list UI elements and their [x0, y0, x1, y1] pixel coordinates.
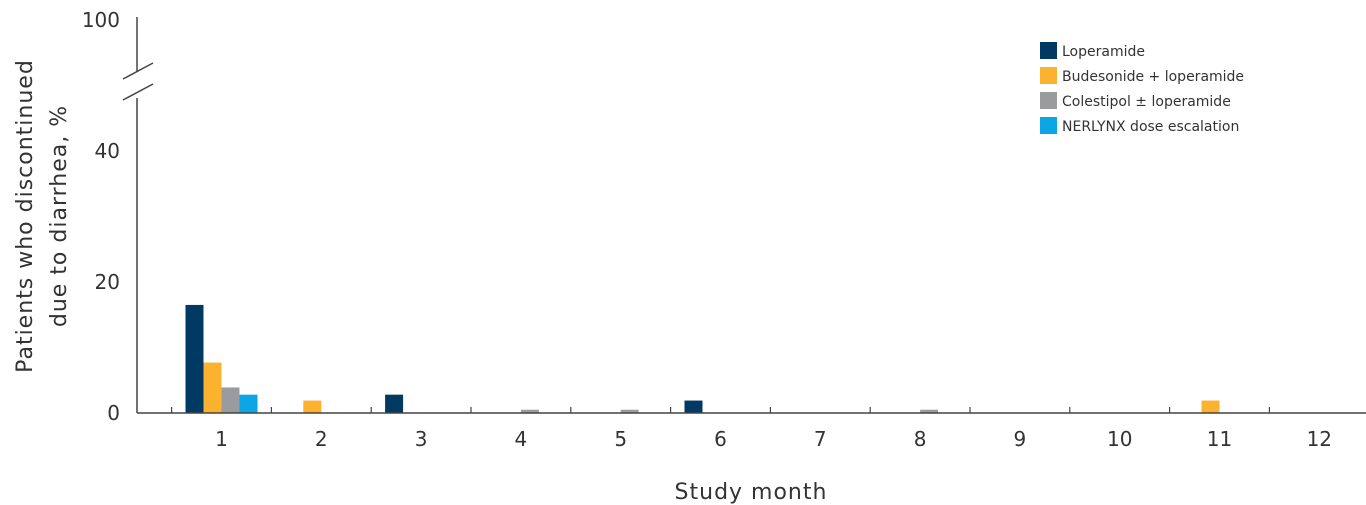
x-ticks-group: 1 2 3 4 5 6 7 8 9 10 11 12	[171, 407, 1332, 451]
legend-label: Budesonide + loperamide	[1062, 69, 1244, 85]
y-tick-label: 40	[95, 139, 120, 163]
y-tick-label: 20	[95, 270, 120, 294]
legend-label: Loperamide	[1062, 44, 1145, 60]
bar	[620, 409, 639, 413]
x-tick-label: 7	[814, 427, 827, 451]
y-axis-title-line-1: Patients who discontinued	[13, 59, 38, 373]
bar	[385, 394, 404, 413]
x-tick-label: 9	[1014, 427, 1027, 451]
x-tick-label: 11	[1207, 427, 1232, 451]
axis-break-mark-upper	[122, 62, 154, 80]
axis-break-mark-lower	[122, 83, 154, 101]
legend-label: NERLYNX dose escalation	[1062, 119, 1239, 135]
x-tick-label: 8	[914, 427, 927, 451]
x-tick-label: 5	[614, 427, 627, 451]
legend-swatch	[1040, 117, 1057, 134]
bar	[239, 394, 258, 413]
bar	[221, 387, 240, 413]
bar	[185, 304, 204, 413]
y-ticks-group: 0 20 40 100	[82, 8, 120, 425]
x-axis-title: Study month	[675, 480, 828, 505]
legend: Loperamide Budesonide + loperamide Colesti…	[1040, 42, 1244, 135]
legend-label: Colestipol ± loperamide	[1062, 94, 1231, 110]
y-tick-label: 0	[107, 401, 120, 425]
bars-group	[185, 304, 1220, 413]
x-tick-label: 12	[1307, 427, 1332, 451]
x-tick-label: 1	[215, 427, 228, 451]
x-tick-label: 3	[415, 427, 428, 451]
bar	[203, 362, 222, 413]
x-tick-label: 4	[515, 427, 528, 451]
bar	[920, 409, 939, 413]
bar	[684, 400, 703, 413]
y-axis-title-line-2: due to diarrhea, %	[47, 105, 72, 327]
bar	[303, 400, 322, 413]
x-tick-label: 10	[1107, 427, 1132, 451]
bar	[520, 409, 539, 413]
x-tick-label: 6	[714, 427, 727, 451]
legend-swatch	[1040, 92, 1057, 109]
axes-group	[122, 17, 1366, 414]
y-tick-label: 100	[82, 8, 120, 32]
legend-swatch	[1040, 42, 1057, 59]
x-tick-label: 2	[315, 427, 328, 451]
bar	[1201, 400, 1220, 413]
legend-swatch	[1040, 67, 1057, 84]
